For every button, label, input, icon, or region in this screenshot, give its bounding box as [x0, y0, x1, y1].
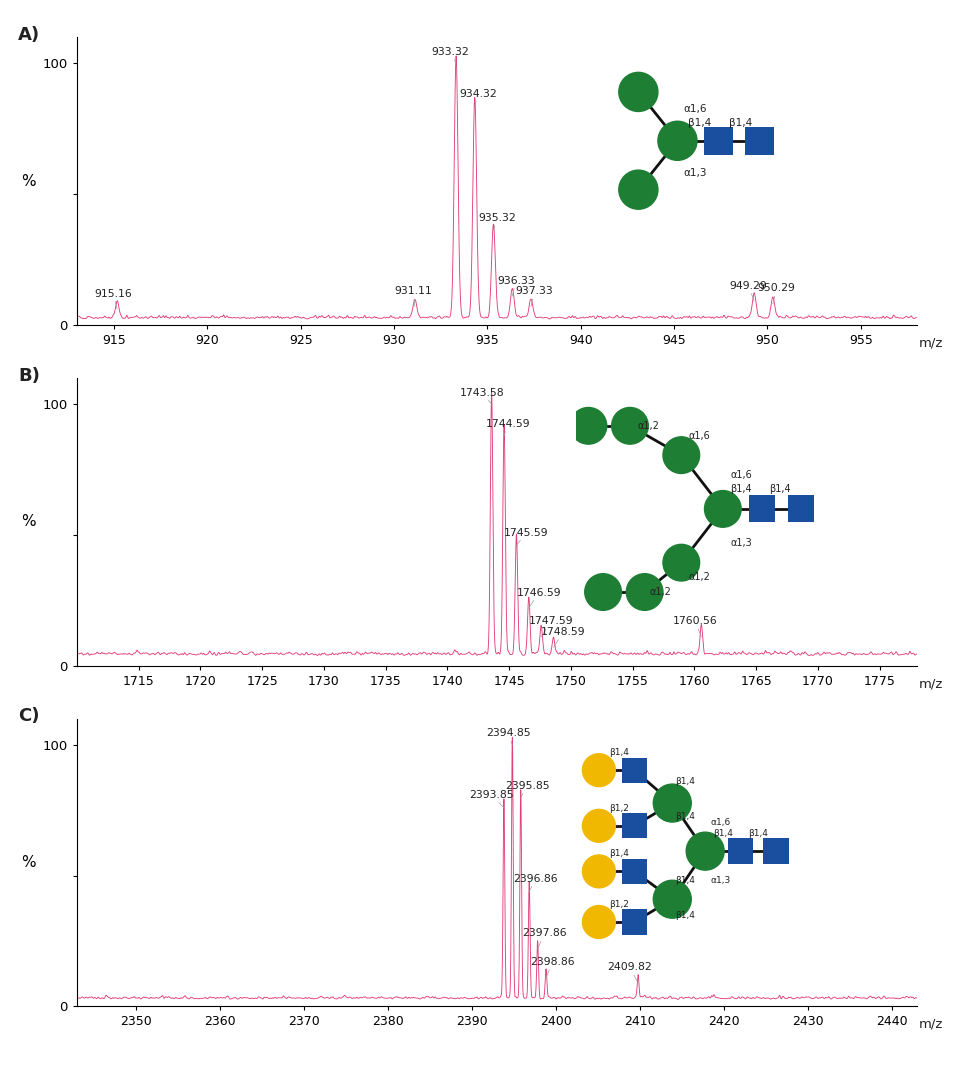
- Text: m/z: m/z: [919, 337, 943, 349]
- Text: β1,2: β1,2: [609, 804, 629, 813]
- Text: m/z: m/z: [919, 1018, 943, 1031]
- Text: 1745.59: 1745.59: [504, 527, 548, 545]
- Text: β1,4: β1,4: [609, 748, 629, 757]
- Text: β1,4: β1,4: [675, 777, 695, 786]
- Text: 1748.59: 1748.59: [541, 627, 586, 648]
- Text: 949.29: 949.29: [730, 281, 767, 301]
- Text: 937.33: 937.33: [516, 286, 554, 307]
- Text: 935.32: 935.32: [478, 213, 516, 231]
- Text: β1,4: β1,4: [748, 829, 768, 838]
- Text: α1,6: α1,6: [684, 103, 707, 114]
- Circle shape: [583, 754, 615, 787]
- Text: β1,2: β1,2: [609, 900, 629, 908]
- Text: 2398.86: 2398.86: [531, 957, 575, 978]
- Bar: [705, 127, 732, 155]
- Circle shape: [654, 784, 691, 822]
- Text: 2394.85: 2394.85: [486, 728, 531, 745]
- Text: 934.32: 934.32: [460, 88, 497, 105]
- Text: 950.29: 950.29: [757, 283, 796, 304]
- Text: β1,4: β1,4: [675, 813, 695, 821]
- Circle shape: [612, 408, 648, 444]
- Text: α1,2: α1,2: [650, 587, 671, 597]
- Text: 2395.85: 2395.85: [505, 781, 550, 798]
- Text: α1,2: α1,2: [637, 421, 660, 431]
- Circle shape: [585, 574, 621, 610]
- Text: α1,6: α1,6: [688, 430, 710, 441]
- Text: β1,4: β1,4: [730, 118, 753, 128]
- Circle shape: [654, 881, 691, 918]
- Circle shape: [663, 437, 700, 474]
- Bar: [622, 757, 647, 783]
- Text: α1,3: α1,3: [731, 538, 752, 548]
- Text: 936.33: 936.33: [497, 276, 535, 296]
- Circle shape: [570, 408, 607, 444]
- Bar: [728, 838, 754, 864]
- Text: 915.16: 915.16: [94, 289, 132, 309]
- Text: β1,4: β1,4: [675, 912, 695, 920]
- Text: β1,4: β1,4: [712, 829, 732, 838]
- Bar: [622, 910, 647, 935]
- Text: B): B): [18, 366, 40, 384]
- Y-axis label: %: %: [21, 514, 36, 529]
- Text: 933.32: 933.32: [432, 47, 469, 64]
- Text: m/z: m/z: [919, 677, 943, 690]
- Circle shape: [583, 855, 615, 888]
- Bar: [745, 127, 774, 155]
- Text: 2397.86: 2397.86: [522, 929, 566, 949]
- Text: 1747.59: 1747.59: [529, 617, 573, 637]
- Circle shape: [663, 544, 700, 581]
- Circle shape: [583, 905, 615, 938]
- Bar: [622, 858, 647, 884]
- Text: α1,2: α1,2: [688, 572, 710, 583]
- Text: 1743.58: 1743.58: [460, 388, 504, 405]
- Circle shape: [658, 121, 697, 161]
- Text: α1,3: α1,3: [684, 168, 707, 178]
- Text: C): C): [18, 707, 39, 725]
- Circle shape: [619, 170, 658, 209]
- Text: α1,3: α1,3: [710, 875, 731, 885]
- Circle shape: [705, 491, 741, 527]
- Bar: [622, 814, 647, 838]
- Text: 931.11: 931.11: [395, 286, 432, 307]
- Text: 1746.59: 1746.59: [516, 588, 561, 608]
- Circle shape: [619, 72, 658, 112]
- Text: 2393.85: 2393.85: [469, 790, 514, 807]
- Text: β1,4: β1,4: [675, 875, 695, 885]
- Text: 1744.59: 1744.59: [486, 419, 530, 436]
- Bar: [787, 495, 814, 522]
- Circle shape: [583, 809, 615, 842]
- Text: A): A): [18, 26, 40, 44]
- Text: β1,4: β1,4: [769, 485, 791, 494]
- Text: 1760.56: 1760.56: [673, 617, 717, 637]
- Text: α1,6: α1,6: [731, 470, 752, 479]
- Text: β1,4: β1,4: [609, 849, 629, 858]
- Circle shape: [686, 832, 724, 870]
- Circle shape: [626, 574, 663, 610]
- Y-axis label: %: %: [21, 855, 36, 870]
- Bar: [763, 838, 789, 864]
- Text: 2396.86: 2396.86: [514, 873, 559, 891]
- Text: 2409.82: 2409.82: [608, 963, 652, 983]
- Bar: [749, 495, 776, 522]
- Text: α1,6: α1,6: [710, 818, 731, 826]
- Text: β1,4: β1,4: [731, 485, 752, 494]
- Text: β1,4: β1,4: [688, 118, 711, 128]
- Y-axis label: %: %: [21, 174, 36, 189]
